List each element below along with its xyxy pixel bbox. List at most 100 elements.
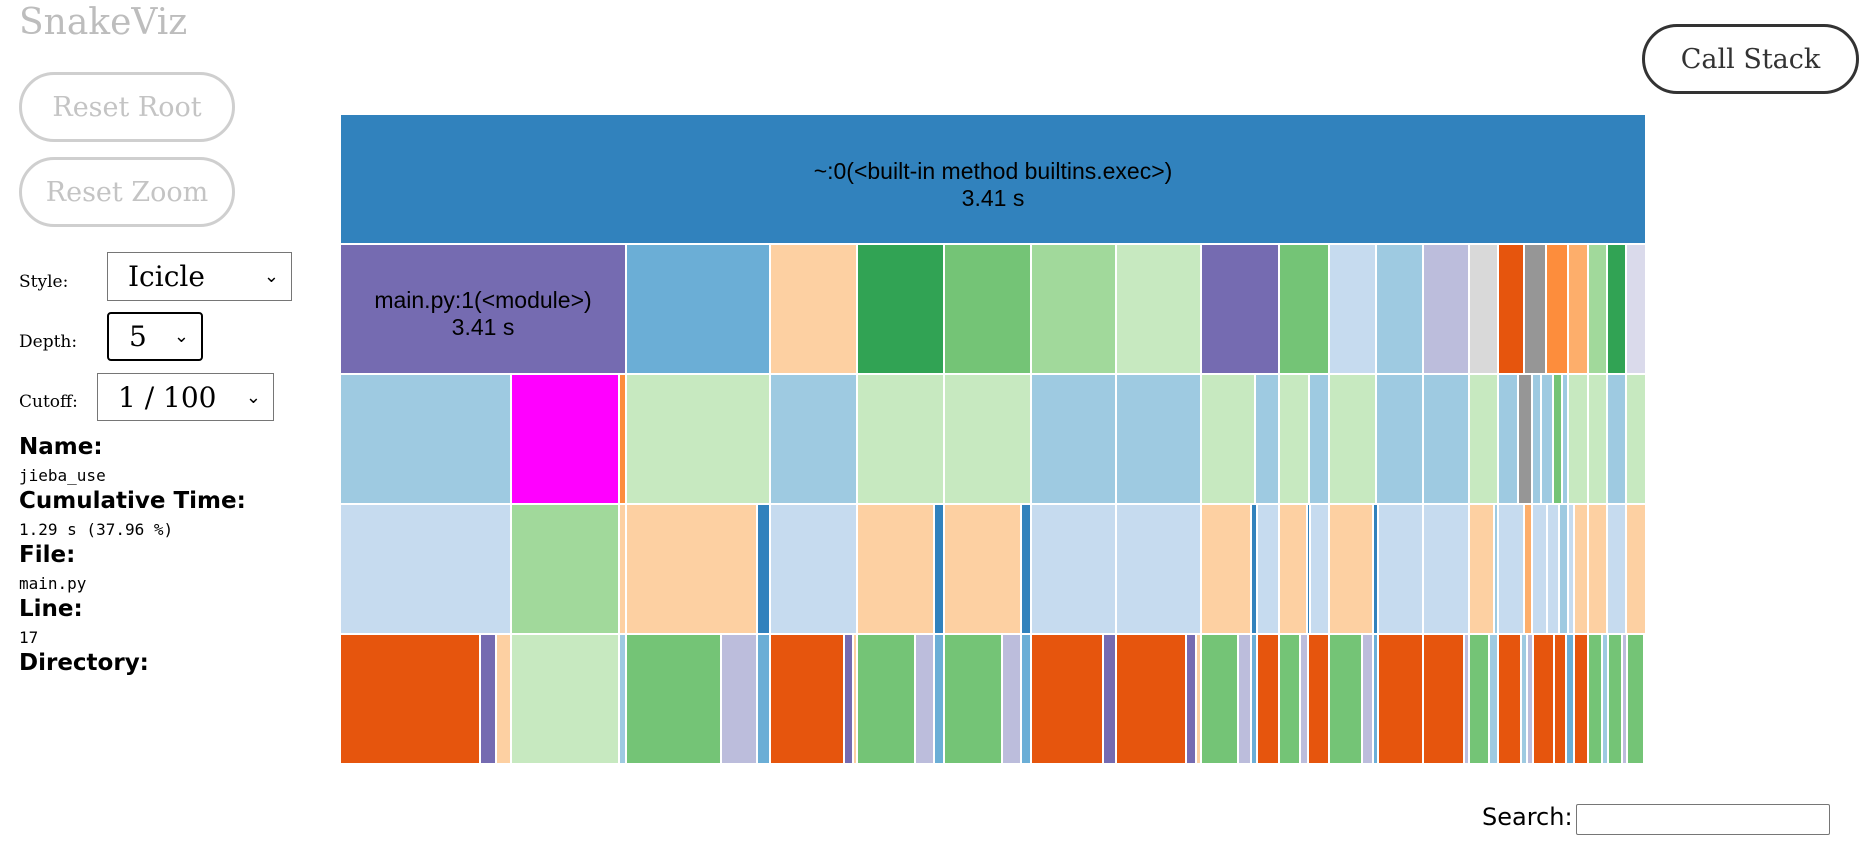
icicle-block[interactable]: [1307, 633, 1330, 764]
search-input[interactable]: [1576, 804, 1830, 835]
depth-select[interactable]: 5 ⌄: [107, 312, 203, 361]
icicle-block[interactable]: [1565, 633, 1575, 764]
icicle-block[interactable]: [1497, 373, 1519, 505]
icicle-block[interactable]: [1278, 373, 1310, 505]
icicle-block[interactable]: [769, 503, 858, 635]
icicle-block[interactable]: [625, 243, 771, 375]
icicle-block[interactable]: [756, 633, 771, 764]
icicle-block[interactable]: [1553, 633, 1567, 764]
icicle-block[interactable]: [1587, 503, 1608, 635]
icicle-block[interactable]: [769, 633, 845, 764]
icicle-block[interactable]: [510, 373, 620, 505]
icicle-block[interactable]: [1531, 373, 1542, 505]
icicle-block[interactable]: [1328, 503, 1374, 635]
icicle-block[interactable]: [1030, 243, 1117, 375]
icicle-block[interactable]: [1488, 633, 1499, 764]
icicle-block[interactable]: [1115, 243, 1202, 375]
icicle-block[interactable]: [1237, 633, 1252, 764]
icicle-block[interactable]: [1422, 503, 1470, 635]
icicle-block[interactable]: [856, 633, 916, 764]
icicle-block[interactable]: [1531, 503, 1548, 635]
icicle-block[interactable]: [1540, 373, 1554, 505]
icicle-block[interactable]: [943, 243, 1032, 375]
icicle-block[interactable]: [1361, 633, 1374, 764]
icicle-block[interactable]: [1497, 503, 1525, 635]
icicle-block[interactable]: [1256, 503, 1280, 635]
icicle-block[interactable]: [1468, 373, 1499, 505]
icicle-block[interactable]: [1587, 373, 1608, 505]
icicle-block[interactable]: [479, 633, 497, 764]
icicle-block[interactable]: [1587, 633, 1603, 764]
icicle-block[interactable]: [625, 503, 758, 635]
icicle-block[interactable]: [856, 243, 945, 375]
icicle-block[interactable]: [756, 503, 771, 635]
icicle-block[interactable]: [1626, 633, 1645, 764]
icicle-block[interactable]: [1607, 633, 1623, 764]
icicle-block[interactable]: [856, 503, 935, 635]
icicle-block[interactable]: [618, 373, 627, 505]
icicle-block[interactable]: [1377, 503, 1424, 635]
icicle-block[interactable]: [1497, 243, 1525, 375]
reset-zoom-button[interactable]: Reset Zoom: [19, 157, 235, 227]
style-select[interactable]: Icicle ⌄: [107, 252, 292, 301]
icicle-block[interactable]: [618, 503, 627, 635]
icicle-block[interactable]: [1558, 503, 1569, 635]
icicle-block[interactable]: [340, 633, 481, 764]
icicle-block[interactable]: [943, 633, 1003, 764]
icicle-block[interactable]: [1606, 503, 1627, 635]
icicle-block[interactable]: [510, 503, 620, 635]
icicle-block[interactable]: [1278, 243, 1330, 375]
icicle-block[interactable]: [1377, 633, 1424, 764]
icicle-block[interactable]: [769, 243, 858, 375]
icicle-block[interactable]: [1523, 503, 1533, 635]
icicle-block[interactable]: [1020, 503, 1032, 635]
icicle-block[interactable]: [1625, 373, 1646, 505]
icicle-block[interactable]: [1328, 373, 1377, 505]
icicle-block[interactable]: [1200, 503, 1252, 635]
icicle-block[interactable]: [495, 633, 512, 764]
icicle-chart[interactable]: ~:0(<built-in method builtins.exec>) 3.4…: [340, 114, 1646, 764]
icicle-block[interactable]: [1200, 243, 1280, 375]
icicle-block[interactable]: [1328, 243, 1377, 375]
reset-root-button[interactable]: Reset Root: [19, 72, 235, 142]
icicle-block[interactable]: [1532, 633, 1555, 764]
icicle-block[interactable]: [1468, 243, 1499, 375]
icicle-block[interactable]: [1115, 633, 1187, 764]
icicle-block[interactable]: [1606, 243, 1627, 375]
icicle-block[interactable]: [1020, 633, 1032, 764]
icicle-block[interactable]: [1567, 373, 1589, 505]
icicle-block[interactable]: [1001, 633, 1022, 764]
icicle-block[interactable]: [510, 633, 620, 764]
icicle-block[interactable]: [1523, 243, 1547, 375]
icicle-block[interactable]: [1328, 633, 1363, 764]
icicle-block[interactable]: [1587, 243, 1608, 375]
icicle-block[interactable]: [1256, 633, 1280, 764]
call-stack-button[interactable]: Call Stack: [1642, 24, 1859, 94]
icicle-block[interactable]: [1545, 243, 1569, 375]
icicle-block[interactable]: [1625, 503, 1646, 635]
icicle-block[interactable]: [1517, 373, 1533, 505]
icicle-block[interactable]: [1115, 503, 1202, 635]
icicle-block[interactable]: [625, 373, 771, 505]
icicle-block[interactable]: [1573, 503, 1589, 635]
icicle-block[interactable]: [769, 373, 858, 505]
icicle-block[interactable]: [1308, 373, 1330, 505]
icicle-block[interactable]: [340, 503, 512, 635]
icicle-block[interactable]: [1299, 633, 1309, 764]
icicle-block[interactable]: [1200, 373, 1256, 505]
icicle-block[interactable]: [1606, 373, 1627, 505]
icicle-block[interactable]: [1422, 633, 1465, 764]
icicle-block[interactable]: [1278, 633, 1301, 764]
icicle-block[interactable]: [1278, 503, 1308, 635]
icicle-block[interactable]: [1567, 243, 1589, 375]
icicle-block[interactable]: [1643, 633, 1646, 764]
icicle-block[interactable]: [1422, 373, 1470, 505]
icicle-block[interactable]: [914, 633, 935, 764]
icicle-block[interactable]: [625, 633, 722, 764]
icicle-block[interactable]: [943, 503, 1022, 635]
icicle-block[interactable]: [618, 633, 627, 764]
icicle-block[interactable]: [1030, 633, 1104, 764]
cutoff-select[interactable]: 1 / 100 ⌄: [97, 373, 274, 421]
icicle-block[interactable]: [1309, 503, 1330, 635]
icicle-block[interactable]: [1422, 243, 1470, 375]
